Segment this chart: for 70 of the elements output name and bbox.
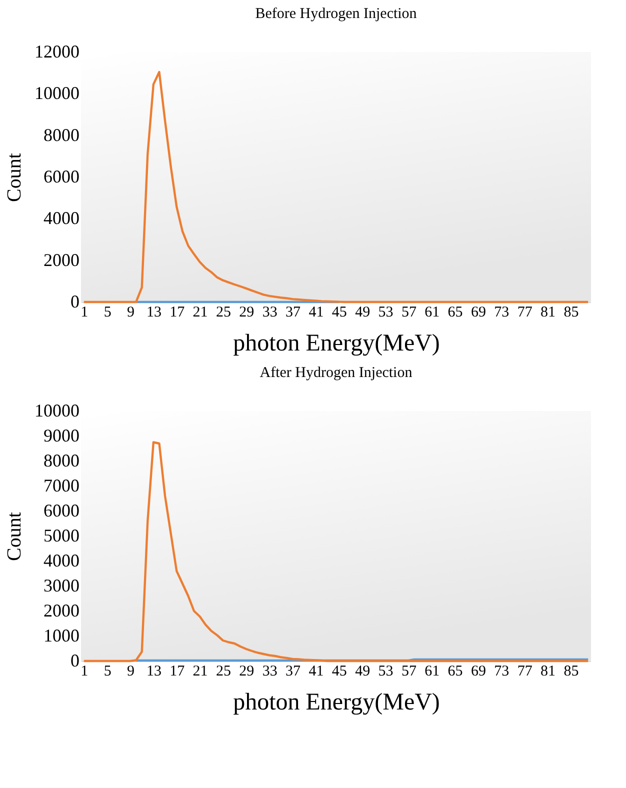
line-series <box>82 441 590 662</box>
y-tick-label: 2000 <box>44 250 80 270</box>
x-tick-label: 69 <box>470 664 486 680</box>
x-tick-label: 1 <box>80 304 88 320</box>
x-tick-label: 41 <box>308 304 324 320</box>
y-tick-label: 4000 <box>44 208 80 228</box>
y-tick-label: 1000 <box>44 626 80 646</box>
y-tick-label: 0 <box>70 292 80 312</box>
x-tick-label: 33 <box>262 304 278 320</box>
x-tick-label: 65 <box>448 304 463 320</box>
x-tick-label: 5 <box>104 304 112 320</box>
x-tick-label: 17 <box>170 304 186 320</box>
chart-title: Before Hydrogen Injection <box>255 6 418 22</box>
x-tick-label: 69 <box>470 304 486 320</box>
x-tick-label: 77 <box>517 664 533 680</box>
y-tick-label: 8000 <box>44 124 80 145</box>
x-tick-label: 45 <box>332 304 347 320</box>
line-series <box>82 70 590 304</box>
y-tick-label: 10000 <box>34 400 80 420</box>
y-tick-label: 3000 <box>44 576 80 596</box>
x-tick-label: 53 <box>378 664 394 680</box>
x-axis-title: photon Energy(MeV) <box>233 330 440 356</box>
x-tick-label: 81 <box>540 304 556 320</box>
y-tick-label: 7000 <box>44 476 80 496</box>
y-tick-label: 9000 <box>44 426 80 446</box>
x-tick-label: 33 <box>262 664 278 680</box>
x-tick-label: 37 <box>286 304 302 320</box>
x-tick-label: 85 <box>564 664 579 680</box>
y-tick-label: 2000 <box>44 600 80 620</box>
x-tick-label: 61 <box>424 664 440 680</box>
x-tick-label: 45 <box>332 664 347 680</box>
x-tick-label: 25 <box>216 304 231 320</box>
x-tick-label: 57 <box>401 304 417 320</box>
y-tick-label: 0 <box>70 650 80 670</box>
x-tick-label: 17 <box>170 664 186 680</box>
y-tick-label: 6000 <box>44 500 80 520</box>
x-tick-label: 73 <box>494 664 510 680</box>
x-tick-label: 1 <box>80 664 88 680</box>
x-tick-label: 29 <box>239 664 254 680</box>
x-tick-label: 73 <box>494 304 510 320</box>
x-tick-label: 77 <box>517 304 533 320</box>
x-tick-label: 65 <box>448 664 463 680</box>
x-tick-label: 9 <box>127 304 135 320</box>
x-tick-label: 49 <box>355 664 370 680</box>
y-tick-label: 12000 <box>34 42 80 62</box>
y-tick-label: 10000 <box>34 83 80 104</box>
x-tick-label: 9 <box>127 664 135 680</box>
x-tick-label: 29 <box>239 304 254 320</box>
x-tick-label: 13 <box>146 664 162 680</box>
y-tick-label: 5000 <box>44 526 80 546</box>
y-tick-label: 8000 <box>44 450 80 470</box>
y-axis-title: Count <box>4 152 26 202</box>
x-tick-label: 21 <box>192 664 208 680</box>
y-axis-title: Count <box>4 512 26 561</box>
x-tick-label: 61 <box>424 304 440 320</box>
x-axis-title: photon Energy(MeV) <box>233 690 440 716</box>
x-tick-label: 53 <box>378 304 394 320</box>
x-tick-label: 25 <box>216 664 231 680</box>
x-tick-label: 81 <box>540 664 556 680</box>
y-tick-label: 4000 <box>44 550 80 570</box>
x-tick-label: 13 <box>146 304 162 320</box>
x-tick-label: 57 <box>401 664 417 680</box>
x-tick-label: 49 <box>355 304 370 320</box>
x-tick-label: 85 <box>564 304 579 320</box>
x-tick-label: 21 <box>192 304 208 320</box>
x-tick-label: 37 <box>286 664 302 680</box>
x-tick-label: 41 <box>308 664 324 680</box>
chart-title: After Hydrogen Injection <box>260 365 413 381</box>
x-tick-label: 5 <box>104 664 112 680</box>
y-tick-label: 6000 <box>44 166 80 186</box>
